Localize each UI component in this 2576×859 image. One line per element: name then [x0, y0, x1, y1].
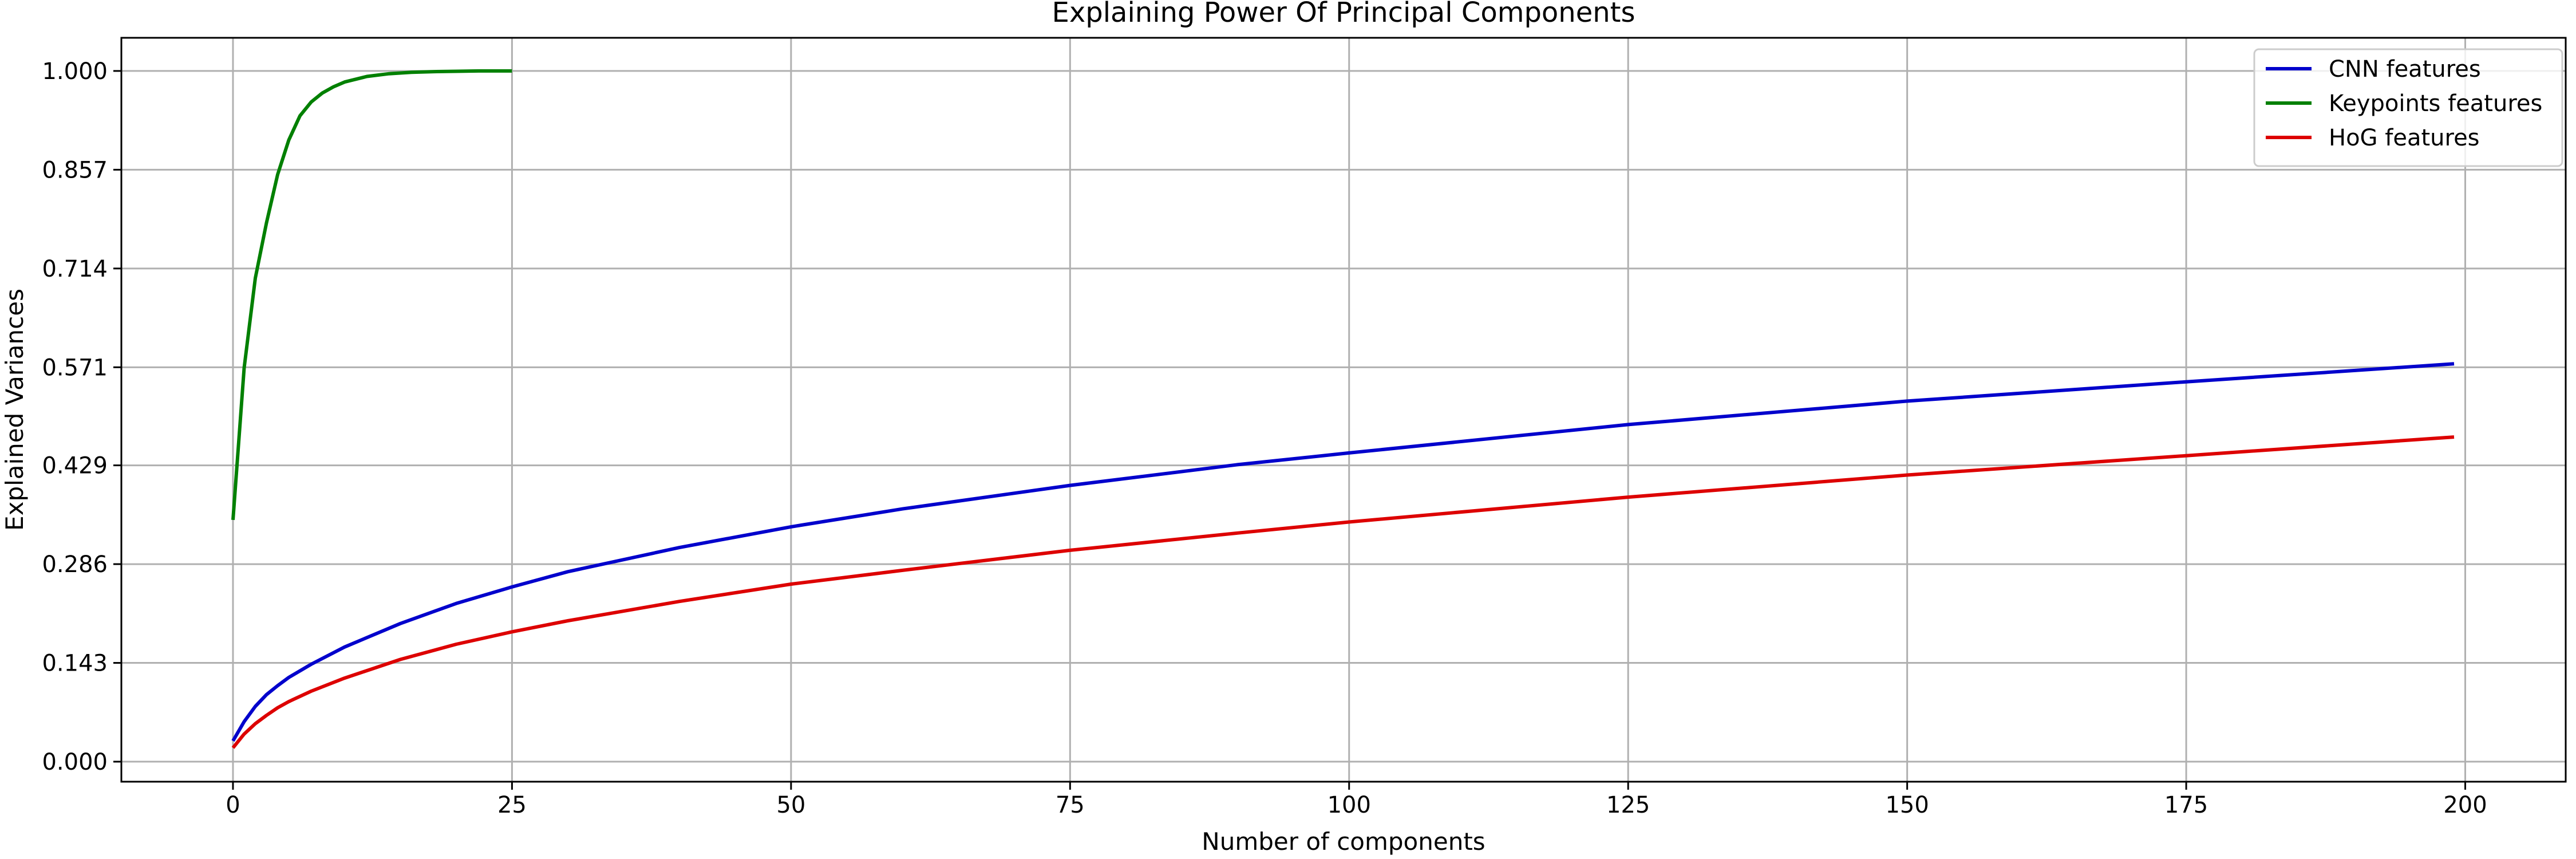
x-tick-label: 175	[2164, 792, 2208, 818]
ticks-layer: 0 25 50 75 100 125 150 175 200 0.000 0.143 0.286 0.4…	[42, 58, 2487, 818]
x-axis-label: Number of components	[1202, 828, 1485, 856]
legend-label-keypoints-features: Keypoints features	[2329, 90, 2542, 117]
y-tick-label: 0.571	[42, 354, 108, 381]
plot-frame	[120, 37, 2567, 783]
legend-label-cnn-features: CNN features	[2329, 56, 2481, 82]
x-tick-label: 75	[1056, 792, 1085, 818]
legend-box	[2253, 48, 2563, 167]
y-tick-label: 0.857	[42, 157, 108, 183]
series-line-keypoints-features	[231, 69, 512, 521]
y-axis-label: Explained Variances	[1, 289, 29, 531]
x-tick-label: 150	[1885, 792, 1929, 818]
x-tick-label: 50	[776, 792, 805, 818]
grid-layer	[121, 38, 2566, 782]
x-tick-label: 0	[226, 792, 240, 818]
x-tick-label: 125	[1606, 792, 1650, 818]
y-tick-label: 0.143	[42, 651, 108, 677]
series-layer	[231, 69, 2455, 749]
x-tick-label: 25	[497, 792, 527, 818]
x-tick-label: 200	[2443, 792, 2487, 818]
chart-title: Explaining Power Of Principal Components	[1052, 0, 1635, 29]
y-tick-label: 0.429	[42, 453, 108, 479]
y-tick-label: 0.714	[42, 256, 108, 282]
y-tick-label: 0.286	[42, 551, 108, 578]
legend-label-hog-features: HoG features	[2329, 125, 2480, 151]
y-tick-label: 1.000	[42, 58, 108, 85]
series-line-hog-features	[231, 435, 2455, 749]
y-tick-label: 0.000	[42, 749, 108, 775]
legend: CNN features Keypoints features HoG featur…	[2253, 48, 2563, 167]
x-tick-label: 100	[1327, 792, 1371, 818]
series-line-cnn-features	[231, 362, 2455, 742]
